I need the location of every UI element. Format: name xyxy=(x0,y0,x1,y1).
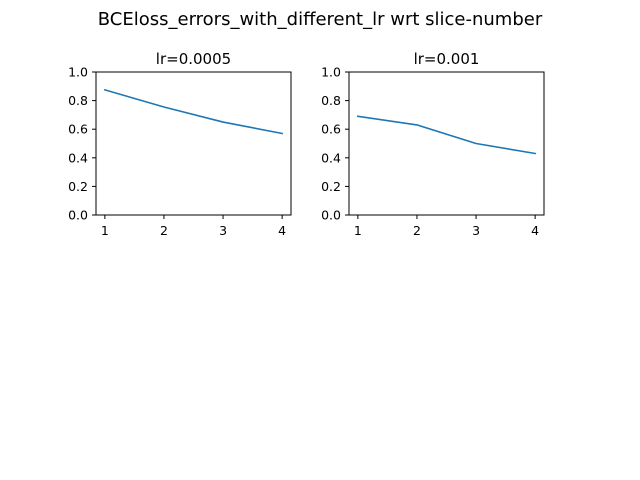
y-tick-label: 0.2 xyxy=(321,179,341,194)
x-tick-label: 2 xyxy=(413,223,421,238)
axes-frame xyxy=(348,71,545,216)
y-tick-label: 0.0 xyxy=(321,208,341,223)
series-line xyxy=(103,88,284,135)
series-line xyxy=(356,115,537,155)
y-tick-label: 0.6 xyxy=(68,122,88,137)
figure-suptitle: BCEloss_errors_with_different_lr wrt sli… xyxy=(98,9,543,30)
x-tick-label: 2 xyxy=(160,223,168,238)
y-tick-label: 0.8 xyxy=(321,93,341,108)
y-tick-label: 0.2 xyxy=(68,179,88,194)
subplot-title: lr=0.0005 xyxy=(156,50,231,68)
y-tick-label: 0.6 xyxy=(321,122,341,137)
x-tick-label: 4 xyxy=(531,223,539,238)
x-tick-label: 1 xyxy=(101,223,109,238)
x-tick-label: 3 xyxy=(472,223,480,238)
x-tick-label: 3 xyxy=(219,223,227,238)
y-tick-label: 0.4 xyxy=(68,150,88,165)
axes-frame xyxy=(95,71,292,216)
y-tick-label: 0.0 xyxy=(68,208,88,223)
y-tick-label: 1.0 xyxy=(68,65,88,80)
y-tick-label: 1.0 xyxy=(321,65,341,80)
subplot-title: lr=0.001 xyxy=(414,50,480,68)
y-tick-label: 0.8 xyxy=(68,93,88,108)
subplot-lr-0.0005: lr=0.0005 1 2 3 4 0.0 0.2 0.4 0.6 0.8 1.0 xyxy=(68,50,292,238)
y-tick-label: 0.4 xyxy=(321,150,341,165)
x-tick-label: 4 xyxy=(278,223,286,238)
subplot-lr-0.001: lr=0.001 1 2 3 4 0.0 0.2 0.4 0.6 0.8 1.0 xyxy=(321,50,545,238)
x-tick-label: 1 xyxy=(354,223,362,238)
